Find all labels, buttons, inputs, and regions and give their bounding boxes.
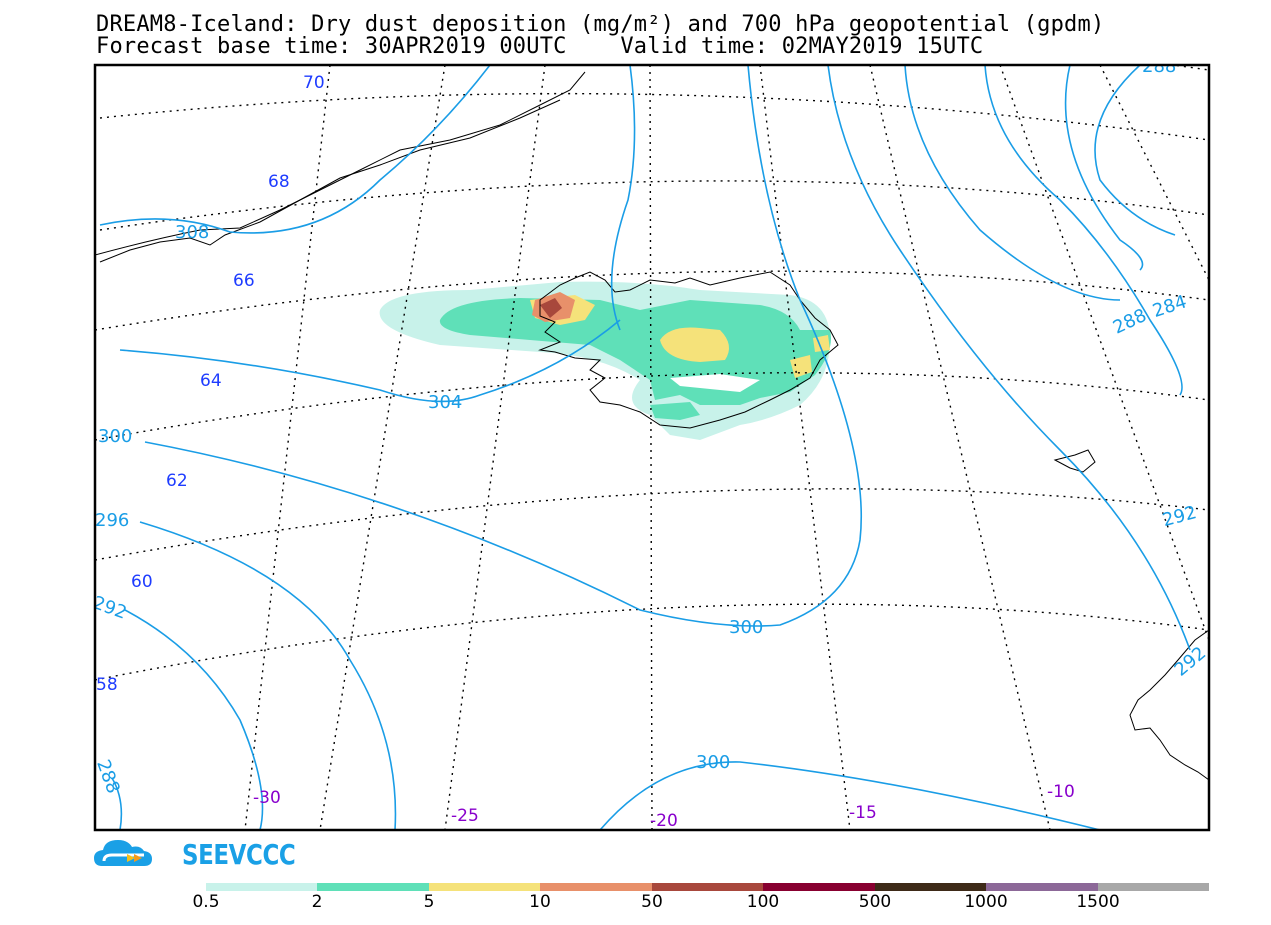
contour-label: 288 xyxy=(1142,56,1176,77)
legend-label: 1000 xyxy=(964,892,1008,912)
legend-swatch xyxy=(651,883,764,891)
contour-label: 300 xyxy=(729,617,763,638)
legend-swatch xyxy=(1097,883,1209,891)
latitude-label: 64 xyxy=(200,371,222,391)
legend-label: 1500 xyxy=(1076,892,1120,912)
legend-label: 50 xyxy=(641,892,663,912)
legend-swatch xyxy=(317,883,429,891)
legend-label: 100 xyxy=(746,892,780,912)
legend-label: 0.5 xyxy=(192,892,220,912)
legend-swatch xyxy=(206,883,318,891)
chart-title: DREAM8-Iceland: Dry dust deposition (mg/… xyxy=(96,12,1105,37)
longitude-label: -25 xyxy=(451,806,479,826)
contour-label: 300 xyxy=(696,752,730,773)
dust-deposition-field xyxy=(379,281,831,440)
map-frame xyxy=(93,63,1211,832)
legend-swatch xyxy=(874,883,987,891)
color-legend xyxy=(206,883,1209,891)
latitude-label: 70 xyxy=(303,73,325,93)
legend-labels: 0.5 2 5 10 50 100 500 1000 1500 xyxy=(0,892,1271,916)
longitude-label: -30 xyxy=(253,788,281,808)
dust-level-50-area xyxy=(540,298,562,318)
latitude-label: 58 xyxy=(96,675,118,695)
latitude-label: 62 xyxy=(166,471,188,491)
geopotential-contours xyxy=(99,65,1191,830)
contour-label: 292 xyxy=(1160,502,1199,531)
longitude-label: -15 xyxy=(849,803,877,823)
coastlines xyxy=(95,71,1209,781)
legend-label: 2 xyxy=(311,892,323,912)
latitude-label: 60 xyxy=(131,572,153,592)
faroe-islands xyxy=(1053,449,1096,473)
legend-swatch xyxy=(540,883,652,891)
greenland-coastline-fjords xyxy=(99,99,561,263)
contour-label: 300 xyxy=(98,426,132,447)
latitude-gridlines xyxy=(95,65,1209,681)
legend-label: 5 xyxy=(423,892,435,912)
longitude-label: -20 xyxy=(650,811,678,831)
norway-coastline xyxy=(1129,629,1209,781)
longitude-label: -10 xyxy=(1047,782,1075,802)
chart-subtitle: Forecast base time: 30APR2019 00UTC Vali… xyxy=(96,34,984,59)
legend-label: 500 xyxy=(858,892,892,912)
legend-label: 10 xyxy=(529,892,551,912)
contour-label: 296 xyxy=(95,510,129,531)
contour-label: 292 xyxy=(1170,643,1210,681)
brand-name: SEEVCCC xyxy=(182,838,296,871)
cloud-logo-icon xyxy=(94,840,152,866)
contour-label: 308 xyxy=(175,222,209,243)
contour-label: 284 xyxy=(1150,291,1189,322)
contour-label: 288 xyxy=(92,757,123,796)
no-dust-gap xyxy=(670,374,760,392)
latitude-label: 68 xyxy=(268,172,290,192)
greenland-coastline xyxy=(95,71,586,256)
contour-label: 304 xyxy=(428,392,462,413)
legend-swatch xyxy=(763,883,875,891)
longitude-gridlines xyxy=(244,65,1209,830)
dust-level-5-area xyxy=(660,327,729,362)
legend-swatch xyxy=(428,883,541,891)
latitude-label: 66 xyxy=(233,271,255,291)
legend-swatch xyxy=(986,883,1098,891)
dust-level-2-area-south xyxy=(650,402,700,420)
